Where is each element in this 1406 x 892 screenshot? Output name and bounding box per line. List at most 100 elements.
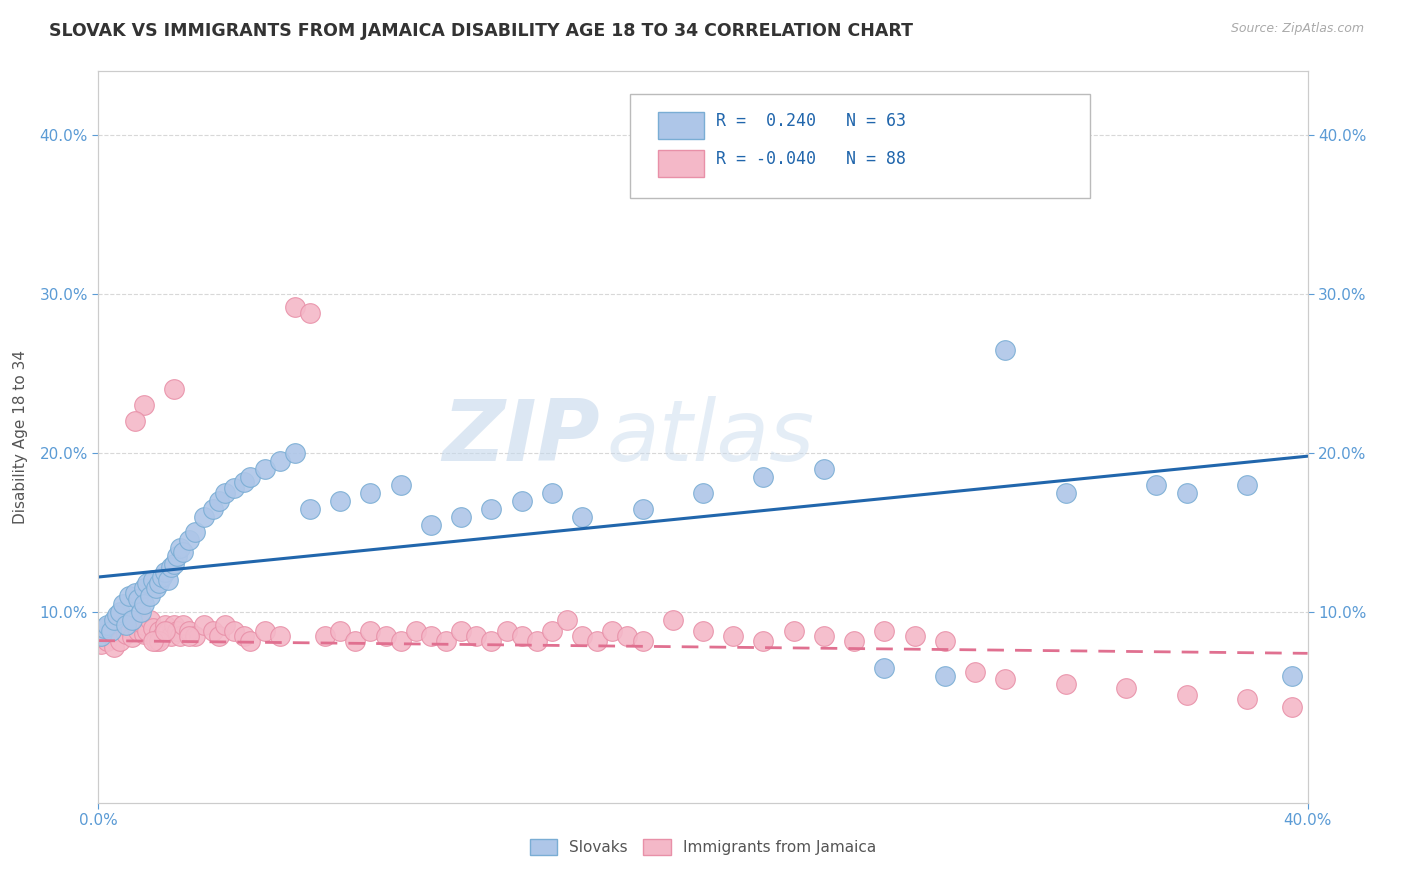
Point <box>344 633 367 648</box>
Point <box>965 665 987 680</box>
Point <box>193 617 215 632</box>
Point <box>934 668 956 682</box>
Point <box>121 631 143 645</box>
Point <box>145 633 167 648</box>
Point <box>510 629 533 643</box>
Point <box>118 589 141 603</box>
Point <box>108 605 131 619</box>
Point <box>1281 700 1303 714</box>
FancyBboxPatch shape <box>630 94 1090 198</box>
Point <box>132 617 155 632</box>
Point <box>269 629 291 643</box>
Point <box>299 501 322 516</box>
Point <box>93 629 115 643</box>
Point <box>284 446 307 460</box>
Point <box>631 501 654 516</box>
Point <box>813 462 835 476</box>
Point <box>616 629 638 643</box>
Point <box>135 624 157 638</box>
Point <box>239 633 262 648</box>
Point <box>172 544 194 558</box>
Point <box>90 637 112 651</box>
Point <box>142 621 165 635</box>
Point <box>299 306 322 320</box>
Point <box>420 629 443 643</box>
Point <box>239 470 262 484</box>
Point <box>844 633 866 648</box>
Point <box>202 501 225 516</box>
Bar <box>658 112 704 139</box>
Point <box>994 343 1017 357</box>
Point <box>314 629 336 643</box>
Point <box>284 300 307 314</box>
Point <box>360 485 382 500</box>
Point <box>374 629 396 643</box>
Point <box>465 629 488 643</box>
Point <box>156 573 179 587</box>
Point <box>1175 485 1198 500</box>
Point <box>752 633 775 648</box>
Point <box>602 624 624 638</box>
Point <box>163 558 186 572</box>
Point <box>166 624 188 638</box>
Point <box>139 613 162 627</box>
Point <box>124 586 146 600</box>
Point <box>163 383 186 397</box>
Point <box>329 624 352 638</box>
Point <box>510 493 533 508</box>
Point <box>184 629 207 643</box>
Point <box>153 624 176 638</box>
Point <box>752 470 775 484</box>
Point <box>420 517 443 532</box>
Point <box>723 629 745 643</box>
Point <box>661 613 683 627</box>
Point <box>166 549 188 564</box>
Point <box>105 608 128 623</box>
Point <box>179 533 201 548</box>
Point <box>495 624 517 638</box>
Point <box>132 597 155 611</box>
Point <box>269 454 291 468</box>
Point <box>179 624 201 638</box>
Point <box>994 672 1017 686</box>
Point <box>389 477 412 491</box>
Point <box>1236 692 1258 706</box>
Point <box>184 525 207 540</box>
Point <box>129 605 152 619</box>
Point <box>586 633 609 648</box>
Point <box>329 493 352 508</box>
Text: R = -0.040   N = 88: R = -0.040 N = 88 <box>716 150 907 168</box>
Point <box>214 617 236 632</box>
Point <box>135 576 157 591</box>
Point <box>90 629 112 643</box>
Point <box>100 621 122 635</box>
Point <box>631 633 654 648</box>
Point <box>224 624 246 638</box>
Bar <box>658 150 704 178</box>
Point <box>105 624 128 638</box>
Text: ZIP: ZIP <box>443 395 600 479</box>
Point <box>156 624 179 638</box>
Point <box>540 485 562 500</box>
Point <box>1175 688 1198 702</box>
Point <box>142 573 165 587</box>
Point <box>127 624 149 638</box>
Point <box>934 633 956 648</box>
Text: SLOVAK VS IMMIGRANTS FROM JAMAICA DISABILITY AGE 18 TO 34 CORRELATION CHART: SLOVAK VS IMMIGRANTS FROM JAMAICA DISABI… <box>49 22 914 40</box>
Point <box>540 624 562 638</box>
Point <box>96 617 118 632</box>
Point <box>142 633 165 648</box>
Point <box>145 581 167 595</box>
Point <box>1054 485 1077 500</box>
Point <box>389 633 412 648</box>
Point <box>692 624 714 638</box>
Point <box>904 629 927 643</box>
Point <box>160 560 183 574</box>
Point <box>1115 681 1137 696</box>
Point <box>118 621 141 635</box>
Point <box>253 624 276 638</box>
Point <box>450 624 472 638</box>
Point <box>103 613 125 627</box>
Point <box>1144 477 1167 491</box>
Point <box>193 509 215 524</box>
